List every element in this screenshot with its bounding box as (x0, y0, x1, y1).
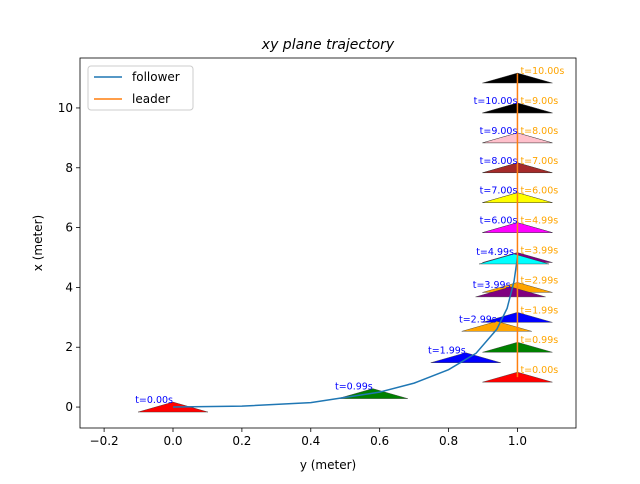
leader-pose-label: t=0.99s (520, 335, 558, 346)
follower-pose-label: t=7.00s (480, 186, 518, 197)
leader-pose-label: t=3.99s (520, 246, 558, 257)
legend-label: follower (132, 70, 180, 84)
x-tick-label: 0.2 (232, 434, 251, 448)
leader-pose-label: t=10.00s (520, 66, 564, 77)
x-tick-label: 0.6 (370, 434, 389, 448)
x-tick-label: 0.4 (301, 434, 320, 448)
chart-title: xy plane trajectory (261, 37, 395, 53)
x-tick-label: 1.0 (508, 434, 527, 448)
y-tick-label: 10 (58, 101, 73, 115)
leader-pose-label: t=8.00s (520, 126, 558, 137)
x-axis-label: y (meter) (300, 458, 356, 472)
follower-pose-label: t=1.99s (428, 346, 466, 357)
follower-pose-label: t=10.00s (474, 96, 518, 107)
y-tick-label: 4 (65, 280, 73, 294)
y-axis-label: x (meter) (31, 215, 45, 271)
leader-pose-label: t=0.00s (520, 365, 558, 376)
follower-pose-label: t=4.99s (476, 247, 514, 258)
follower-pose-label: t=6.00s (480, 216, 518, 227)
axes-frame (79, 57, 577, 429)
leader-pose-label: t=7.00s (520, 156, 558, 167)
leader-pose-label: t=6.00s (520, 186, 558, 197)
legend-label: leader (132, 92, 170, 106)
plot-area: t=0.00s t=0.99s t=1.99s t=2.99s t=3.99s t=4.9… (135, 66, 564, 413)
follower-pose-label: t=0.99s (335, 382, 373, 393)
pose-marker (478, 253, 550, 265)
y-tick-label: 8 (65, 161, 73, 175)
follower-pose-label: t=8.00s (480, 156, 518, 167)
x-tick-label: −0.2 (90, 434, 119, 448)
leader-pose-label: t=1.99s (520, 305, 558, 316)
leader-pose-label: t=2.99s (520, 275, 558, 286)
follower-pose-label: t=0.00s (135, 395, 173, 406)
leader-pose-label: t=9.00s (520, 96, 558, 107)
y-tick-label: 6 (65, 221, 73, 235)
follower-pose-label: t=2.99s (459, 314, 497, 325)
follower-pose-label: t=3.99s (473, 280, 511, 291)
pose-marker (430, 352, 501, 363)
leader-pose-label: t=4.99s (520, 216, 558, 227)
follower-pose-label: t=9.00s (480, 126, 518, 137)
y-tick-label: 2 (65, 340, 73, 354)
x-tick-label: 0.8 (439, 434, 458, 448)
x-tick-label: 0.0 (163, 434, 182, 448)
series-line (172, 257, 519, 408)
pose-marker (461, 321, 532, 332)
y-tick-label: 0 (65, 400, 73, 414)
